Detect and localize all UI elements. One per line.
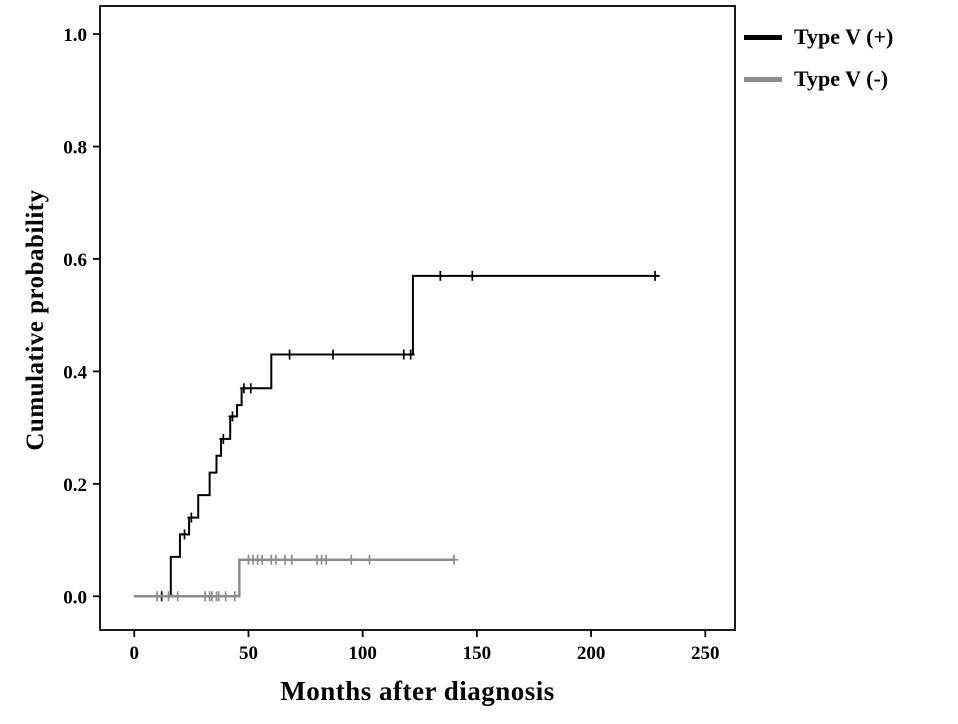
legend: Type V (+) Type V (-): [744, 24, 893, 92]
y-axis-title: Cumulative probability: [22, 189, 49, 451]
x-tick-label: 50: [239, 643, 258, 664]
y-tick-label: 0.2: [63, 475, 87, 496]
y-tick-label: 0.6: [63, 250, 87, 271]
y-tick-label: 1.0: [63, 25, 87, 46]
series-curve-0: [134, 274, 660, 598]
x-tick-label: 200: [577, 643, 606, 664]
plot-frame: [99, 5, 736, 631]
y-tick-label: 0.0: [63, 587, 87, 608]
legend-label-type-v-negative: Type V (-): [794, 66, 889, 91]
x-tick-label: 150: [463, 643, 492, 664]
legend-item-type-v-positive: Type V (+): [744, 24, 893, 50]
x-tick-label: 100: [348, 643, 377, 664]
x-axis-title: Months after diagnosis: [280, 676, 555, 706]
y-tick-label: 0.4: [63, 362, 87, 383]
legend-swatch-type-v-negative: [744, 76, 782, 82]
series-curve-1: [134, 558, 455, 598]
legend-item-type-v-negative: Type V (-): [744, 66, 893, 92]
x-tick-label: 0: [130, 643, 140, 664]
legend-label-type-v-positive: Type V (+): [794, 24, 894, 49]
x-tick-label: 250: [691, 643, 720, 664]
legend-swatch-type-v-positive: [744, 34, 782, 40]
y-tick-label: 0.8: [63, 138, 87, 159]
